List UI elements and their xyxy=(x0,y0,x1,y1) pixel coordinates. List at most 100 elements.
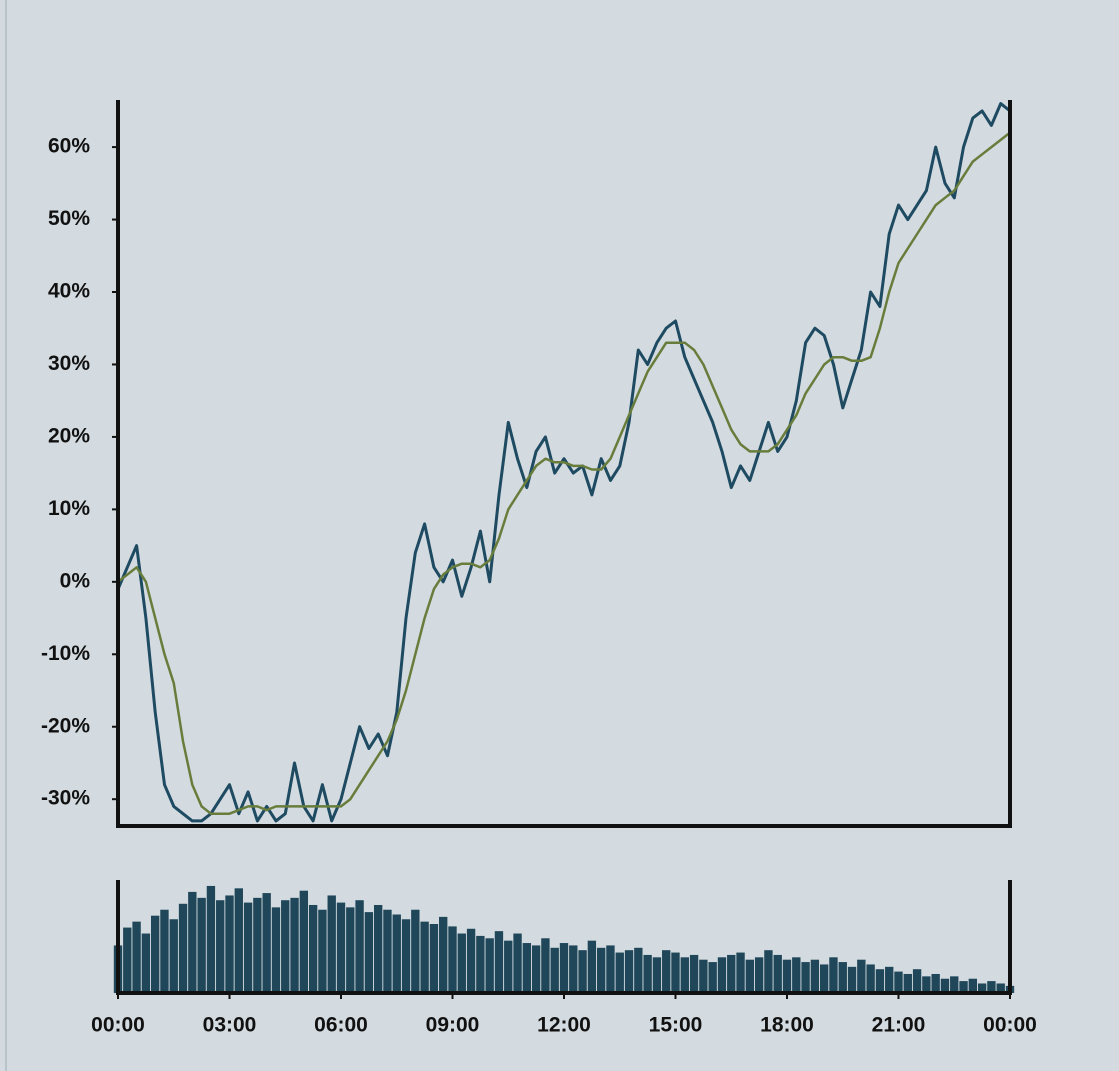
y-tick-label: 40% xyxy=(48,280,90,303)
volume-bar xyxy=(494,931,504,993)
volume-bar xyxy=(271,907,281,993)
y-tick-label: -30% xyxy=(41,787,90,810)
volume-bar xyxy=(606,945,615,993)
volume-bar xyxy=(476,935,485,993)
volume-bar xyxy=(559,943,569,993)
volume-bar xyxy=(866,964,875,993)
volume-bar xyxy=(383,909,392,993)
series-line xyxy=(116,102,1011,823)
volume-bar xyxy=(708,962,717,993)
volume-bar xyxy=(531,945,541,993)
volume-bar xyxy=(420,921,429,993)
volume-bar xyxy=(810,959,820,993)
volume-bar xyxy=(253,897,262,993)
volume-bar xyxy=(959,981,968,993)
x-tick-label: 00:00 xyxy=(91,1014,145,1037)
volume-bar xyxy=(569,945,578,993)
y-tick-label: 50% xyxy=(48,207,90,230)
volume-bar xyxy=(875,969,885,993)
volume-bar xyxy=(847,966,857,993)
volume-bar xyxy=(968,978,978,993)
volume-bar xyxy=(355,900,364,993)
volume-bar xyxy=(950,976,959,993)
volume-bar xyxy=(373,904,383,993)
volume-bar xyxy=(634,947,643,993)
volume-bar xyxy=(234,888,243,993)
y-tick-label: 60% xyxy=(48,135,90,158)
volume-bar xyxy=(727,954,736,993)
volume-bar xyxy=(485,938,494,993)
volume-bar xyxy=(624,950,634,993)
volume-bar xyxy=(262,893,271,993)
x-tick-label: 18:00 xyxy=(760,1014,814,1037)
x-tick-label: 06:00 xyxy=(314,1014,368,1037)
volume-bar xyxy=(392,914,401,993)
volume-bar xyxy=(513,933,522,993)
volume-bar xyxy=(281,900,290,993)
volume-bar xyxy=(504,940,513,993)
volume-bar xyxy=(671,952,680,993)
volume-bar xyxy=(792,957,801,993)
y-tick-label: -20% xyxy=(41,714,90,737)
volume-bar xyxy=(318,909,327,993)
volume-bar xyxy=(996,983,1005,993)
volume-bar xyxy=(987,981,996,993)
volume-bar xyxy=(922,976,931,993)
volume-bar xyxy=(141,933,151,993)
y-tick-label: -10% xyxy=(41,642,90,665)
volume-bar xyxy=(160,909,169,993)
volume-bar xyxy=(346,907,355,993)
volume-bar xyxy=(243,902,253,993)
volume-bar xyxy=(188,891,197,993)
volume-bar xyxy=(587,940,597,993)
volume-bar xyxy=(857,959,866,993)
volume-bar xyxy=(401,919,411,993)
volume-bar xyxy=(299,890,309,993)
volume-bar xyxy=(801,962,810,993)
volume-bar xyxy=(615,952,624,993)
x-tick-label: 15:00 xyxy=(649,1014,703,1037)
x-tick-label: 21:00 xyxy=(872,1014,926,1037)
volume-bar xyxy=(578,950,587,993)
volume-bar xyxy=(912,969,922,993)
volume-bar xyxy=(596,947,606,993)
volume-bar xyxy=(773,954,782,993)
volume-bar xyxy=(699,959,708,993)
volume-bar xyxy=(885,966,894,993)
volume-bar xyxy=(829,957,838,993)
volume-bar xyxy=(178,903,188,993)
volume-bar xyxy=(466,928,476,993)
volume-bar xyxy=(764,950,773,993)
volume-bar xyxy=(717,957,727,993)
volume-bar xyxy=(662,950,671,993)
y-tick-label: 0% xyxy=(60,569,91,592)
volume-bar xyxy=(150,915,160,993)
x-tick-label: 09:00 xyxy=(426,1014,480,1037)
volume-bar xyxy=(652,957,662,993)
volume-bar xyxy=(290,897,299,993)
volume-bar xyxy=(411,909,420,993)
volume-bar xyxy=(903,973,912,993)
volume-bar xyxy=(736,952,745,993)
x-tick-label: 00:00 xyxy=(983,1014,1037,1037)
volume-bar xyxy=(819,964,829,993)
volume-bar xyxy=(216,900,225,993)
x-tick-label: 12:00 xyxy=(537,1014,591,1037)
volume-bar xyxy=(689,954,699,993)
volume-bar xyxy=(206,885,216,993)
volume-bar xyxy=(225,895,234,993)
volume-bar xyxy=(439,916,448,993)
volume-bar xyxy=(931,973,940,993)
volume-bar xyxy=(308,904,318,993)
series-line xyxy=(117,131,1011,815)
volume-bar xyxy=(336,902,346,993)
volume-bar xyxy=(364,912,374,993)
volume-bar xyxy=(940,978,950,993)
volume-bar xyxy=(550,947,559,993)
volume-bar xyxy=(132,921,141,993)
volume-bar xyxy=(541,938,550,993)
volume-bar xyxy=(327,895,336,993)
volume-bar xyxy=(754,957,764,993)
